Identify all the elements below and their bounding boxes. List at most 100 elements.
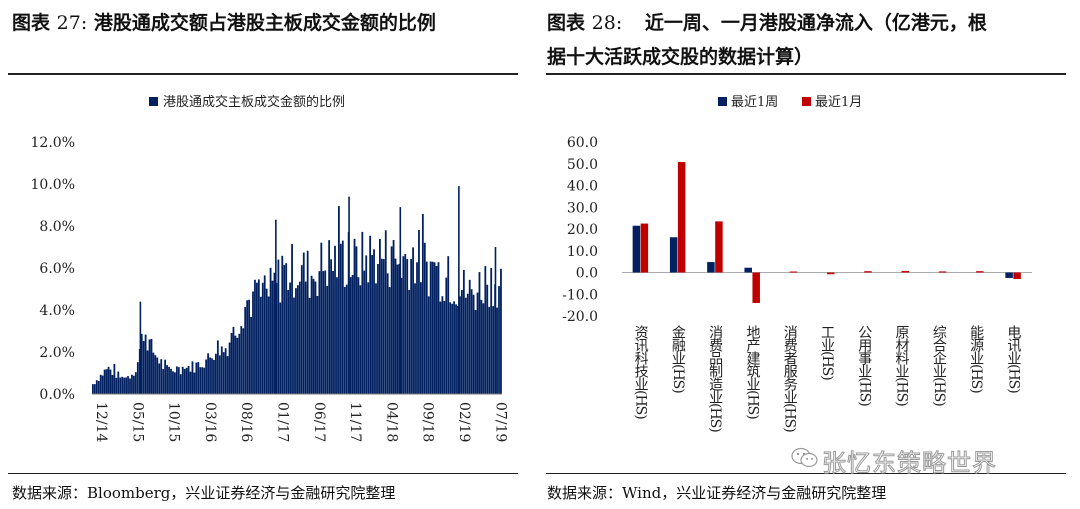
ratio-spike: [399, 207, 402, 394]
ratio-bar: [455, 304, 457, 394]
ratio-bar: [449, 302, 452, 394]
ratio-bar: [191, 361, 194, 394]
ratio-bar: [439, 301, 442, 394]
ratio-bar: [498, 286, 500, 394]
ratio-bar: [92, 384, 94, 394]
ratio-bar: [490, 268, 493, 394]
ratio-bar: [174, 372, 176, 394]
ratio-bar: [146, 350, 149, 394]
y-tick-label: 50.0: [567, 157, 598, 173]
ratio-bar: [127, 376, 129, 394]
ratio-bar: [484, 266, 487, 394]
left-chart: 港股通成交主板成交金额的比例 0.0% 2.0% 4.0% 6.0% 8.0% 10.0% 1…: [31, 94, 509, 442]
ratio-bar: [97, 380, 100, 394]
ratio-bar: [181, 366, 184, 394]
ratio-spike: [348, 196, 350, 394]
y-tick-label: 12.0%: [31, 135, 75, 151]
ratio-bar: [322, 271, 325, 394]
ratio-bar: [183, 368, 186, 394]
ratio-bar: [404, 254, 407, 394]
legend-label: 港股通成交主板成交金额的比例: [163, 94, 345, 110]
ratio-bar: [457, 305, 459, 394]
ratio-bar: [263, 275, 266, 394]
ratio-bar: [306, 250, 309, 394]
ratio-bar: [437, 262, 440, 394]
ratio-bar: [420, 282, 422, 394]
ratio-bar: [133, 375, 135, 394]
category-label: 地产建筑业(HS): [744, 325, 760, 419]
ratio-bar: [142, 340, 145, 394]
ratio-bar: [388, 287, 391, 394]
ratio-bar: [230, 333, 233, 394]
month-bar: [789, 271, 798, 273]
ratio-bar: [480, 299, 483, 394]
ratio-bar: [179, 374, 182, 394]
ratio-bar: [105, 369, 108, 394]
y-tick-label: 0.0: [576, 266, 598, 282]
ratio-bar: [326, 286, 329, 394]
right-figure-prefix: 图表: [547, 12, 586, 34]
ratio-bar: [304, 281, 307, 394]
month-bar: [752, 272, 760, 303]
ratio-bar: [298, 281, 301, 394]
ratio-bar: [156, 357, 159, 394]
legend-label-month: 最近1月: [815, 95, 862, 110]
ratio-bar: [295, 288, 297, 394]
ratio-bar: [234, 335, 237, 394]
ratio-bar: [423, 242, 426, 394]
ratio-bar: [121, 376, 124, 394]
watermark-text: 张忆东策略世界: [822, 449, 997, 478]
ratio-bar: [345, 284, 348, 394]
y-tick-label: 10.0: [567, 244, 598, 260]
x-tick-label: 03/16: [202, 402, 218, 442]
ratio-bar: [328, 240, 331, 394]
y-tick-label: 60.0: [567, 135, 598, 151]
ratio-bar: [339, 243, 342, 394]
ratio-bar: [390, 246, 393, 394]
ratio-bar: [453, 301, 455, 394]
category-label: 综合企业(HS): [931, 325, 947, 406]
week-bar: [1005, 272, 1013, 278]
ratio-bar: [394, 258, 397, 394]
legend-label-week: 最近1周: [731, 95, 778, 110]
ratio-bar: [351, 275, 354, 394]
ratio-bar: [482, 303, 485, 394]
ratio-bar: [384, 230, 387, 394]
week-bar: [632, 225, 641, 273]
ratio-bar: [318, 271, 321, 394]
right-figure-title: 图表 28: 近一周、一月港股通净流入（亿港元，根 据十大活跃成交股的数据计算）: [547, 6, 1067, 74]
ratio-bar: [459, 296, 461, 394]
x-tick-label: 02/19: [456, 402, 472, 442]
ratio-bar: [343, 287, 346, 394]
ratio-bar: [238, 333, 241, 394]
y-tick-label: 8.0%: [39, 219, 75, 235]
ratio-bar: [261, 282, 264, 394]
ratio-bar: [109, 369, 112, 394]
ratio-bar: [431, 261, 434, 394]
ratio-bar: [111, 375, 114, 394]
legend-swatch: [149, 97, 158, 106]
month-bar: [901, 270, 910, 273]
ratio-bar: [478, 272, 481, 394]
ratio-bar: [433, 262, 436, 394]
ratio-bar: [222, 352, 225, 394]
ratio-bar: [164, 359, 167, 394]
ratio-bar: [242, 328, 245, 394]
ratio-bar: [154, 355, 157, 394]
ratio-bar: [308, 297, 311, 394]
ratio-bar: [203, 367, 206, 394]
ratio-bar: [228, 342, 231, 394]
y-tick-label: 2.0%: [39, 345, 75, 361]
ratio-bar: [367, 282, 370, 394]
ratio-bar: [447, 256, 450, 394]
ratio-bar: [224, 348, 227, 394]
legend-swatch-month: [802, 97, 811, 106]
ratio-bar: [396, 264, 399, 394]
ratio-bar: [213, 359, 215, 394]
category-label: 原材料业(HS): [894, 325, 910, 406]
ratio-bar: [201, 367, 204, 394]
wechat-icon: [791, 447, 818, 468]
ratio-bar: [373, 249, 375, 394]
ratio-bar: [496, 307, 498, 394]
category-label: 能源业(HS): [968, 325, 984, 393]
